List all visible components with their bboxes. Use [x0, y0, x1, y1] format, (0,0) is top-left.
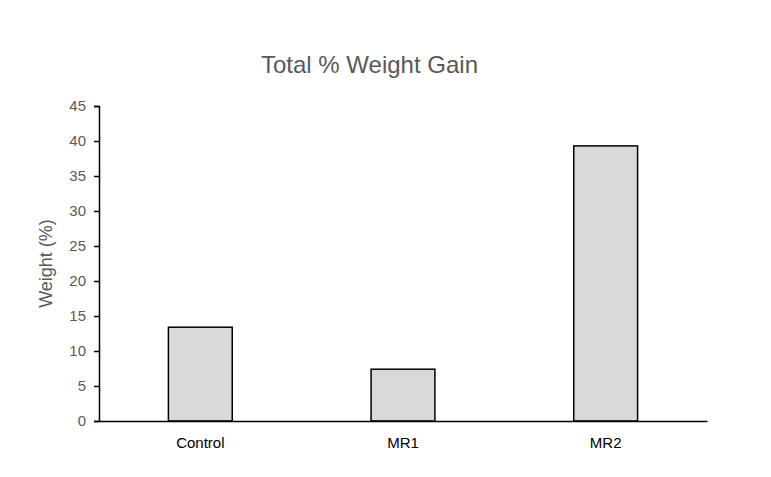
y-tick: 0 [78, 412, 99, 429]
x-axis-line [100, 421, 708, 423]
bar [371, 369, 435, 421]
y-tick-label: 0 [78, 412, 86, 429]
y-tick: 35 [69, 167, 99, 184]
y-tick: 25 [69, 237, 99, 254]
plot: 0 5 10 15 20 25 30 35 40 45 Control MR1 MR2 [69, 97, 707, 450]
y-tick: 10 [69, 342, 99, 359]
y-tick-mark [94, 106, 99, 108]
y-tick-label: 25 [69, 237, 86, 254]
y-tick: 15 [69, 307, 99, 324]
y-tick-label: 40 [69, 132, 86, 149]
x-tick-label: Control [176, 434, 224, 451]
y-tick-mark [94, 316, 99, 318]
y-tick-label: 20 [69, 272, 86, 289]
y-axis-line [94, 107, 100, 422]
title: Total % Weight Gain [261, 51, 478, 78]
y-tick: 45 [69, 97, 99, 114]
x-tick-label: MR2 [590, 434, 622, 451]
y-tick-mark [94, 386, 99, 388]
bar [574, 146, 638, 421]
y-tick-mark [94, 421, 99, 423]
y-tick-label: 5 [78, 377, 86, 394]
y-tick-mark [94, 176, 99, 178]
y-tick-label: 35 [69, 167, 86, 184]
y-tick-label: 15 [69, 307, 86, 324]
bar [168, 327, 232, 421]
x-tick: MR1 [387, 421, 419, 451]
y-tick-label: 30 [69, 202, 86, 219]
y-tick-label: 10 [69, 342, 86, 359]
x-axis: Control MR1 MR2 [100, 421, 708, 451]
x-tick: MR2 [590, 421, 622, 451]
y-axis: 0 5 10 15 20 25 30 35 40 45 [69, 97, 99, 429]
y-tick-mark [94, 281, 99, 283]
y-tick-mark [94, 246, 99, 248]
y-axis-title: Weight (%) [36, 219, 56, 308]
y-tick: 30 [69, 202, 99, 219]
y-tick-mark [94, 211, 99, 213]
y-tick: 5 [78, 377, 99, 394]
chart: Total % Weight Gain 0 5 10 15 20 25 30 35 40 45 Con… [0, 0, 771, 477]
y-tick-mark [94, 351, 99, 353]
bars [168, 146, 637, 421]
y-tick-mark [94, 141, 99, 143]
y-tick: 20 [69, 272, 99, 289]
x-tick-label: MR1 [387, 434, 419, 451]
y-tick-label: 45 [69, 97, 86, 114]
x-tick: Control [176, 421, 224, 451]
y-tick: 40 [69, 132, 99, 149]
